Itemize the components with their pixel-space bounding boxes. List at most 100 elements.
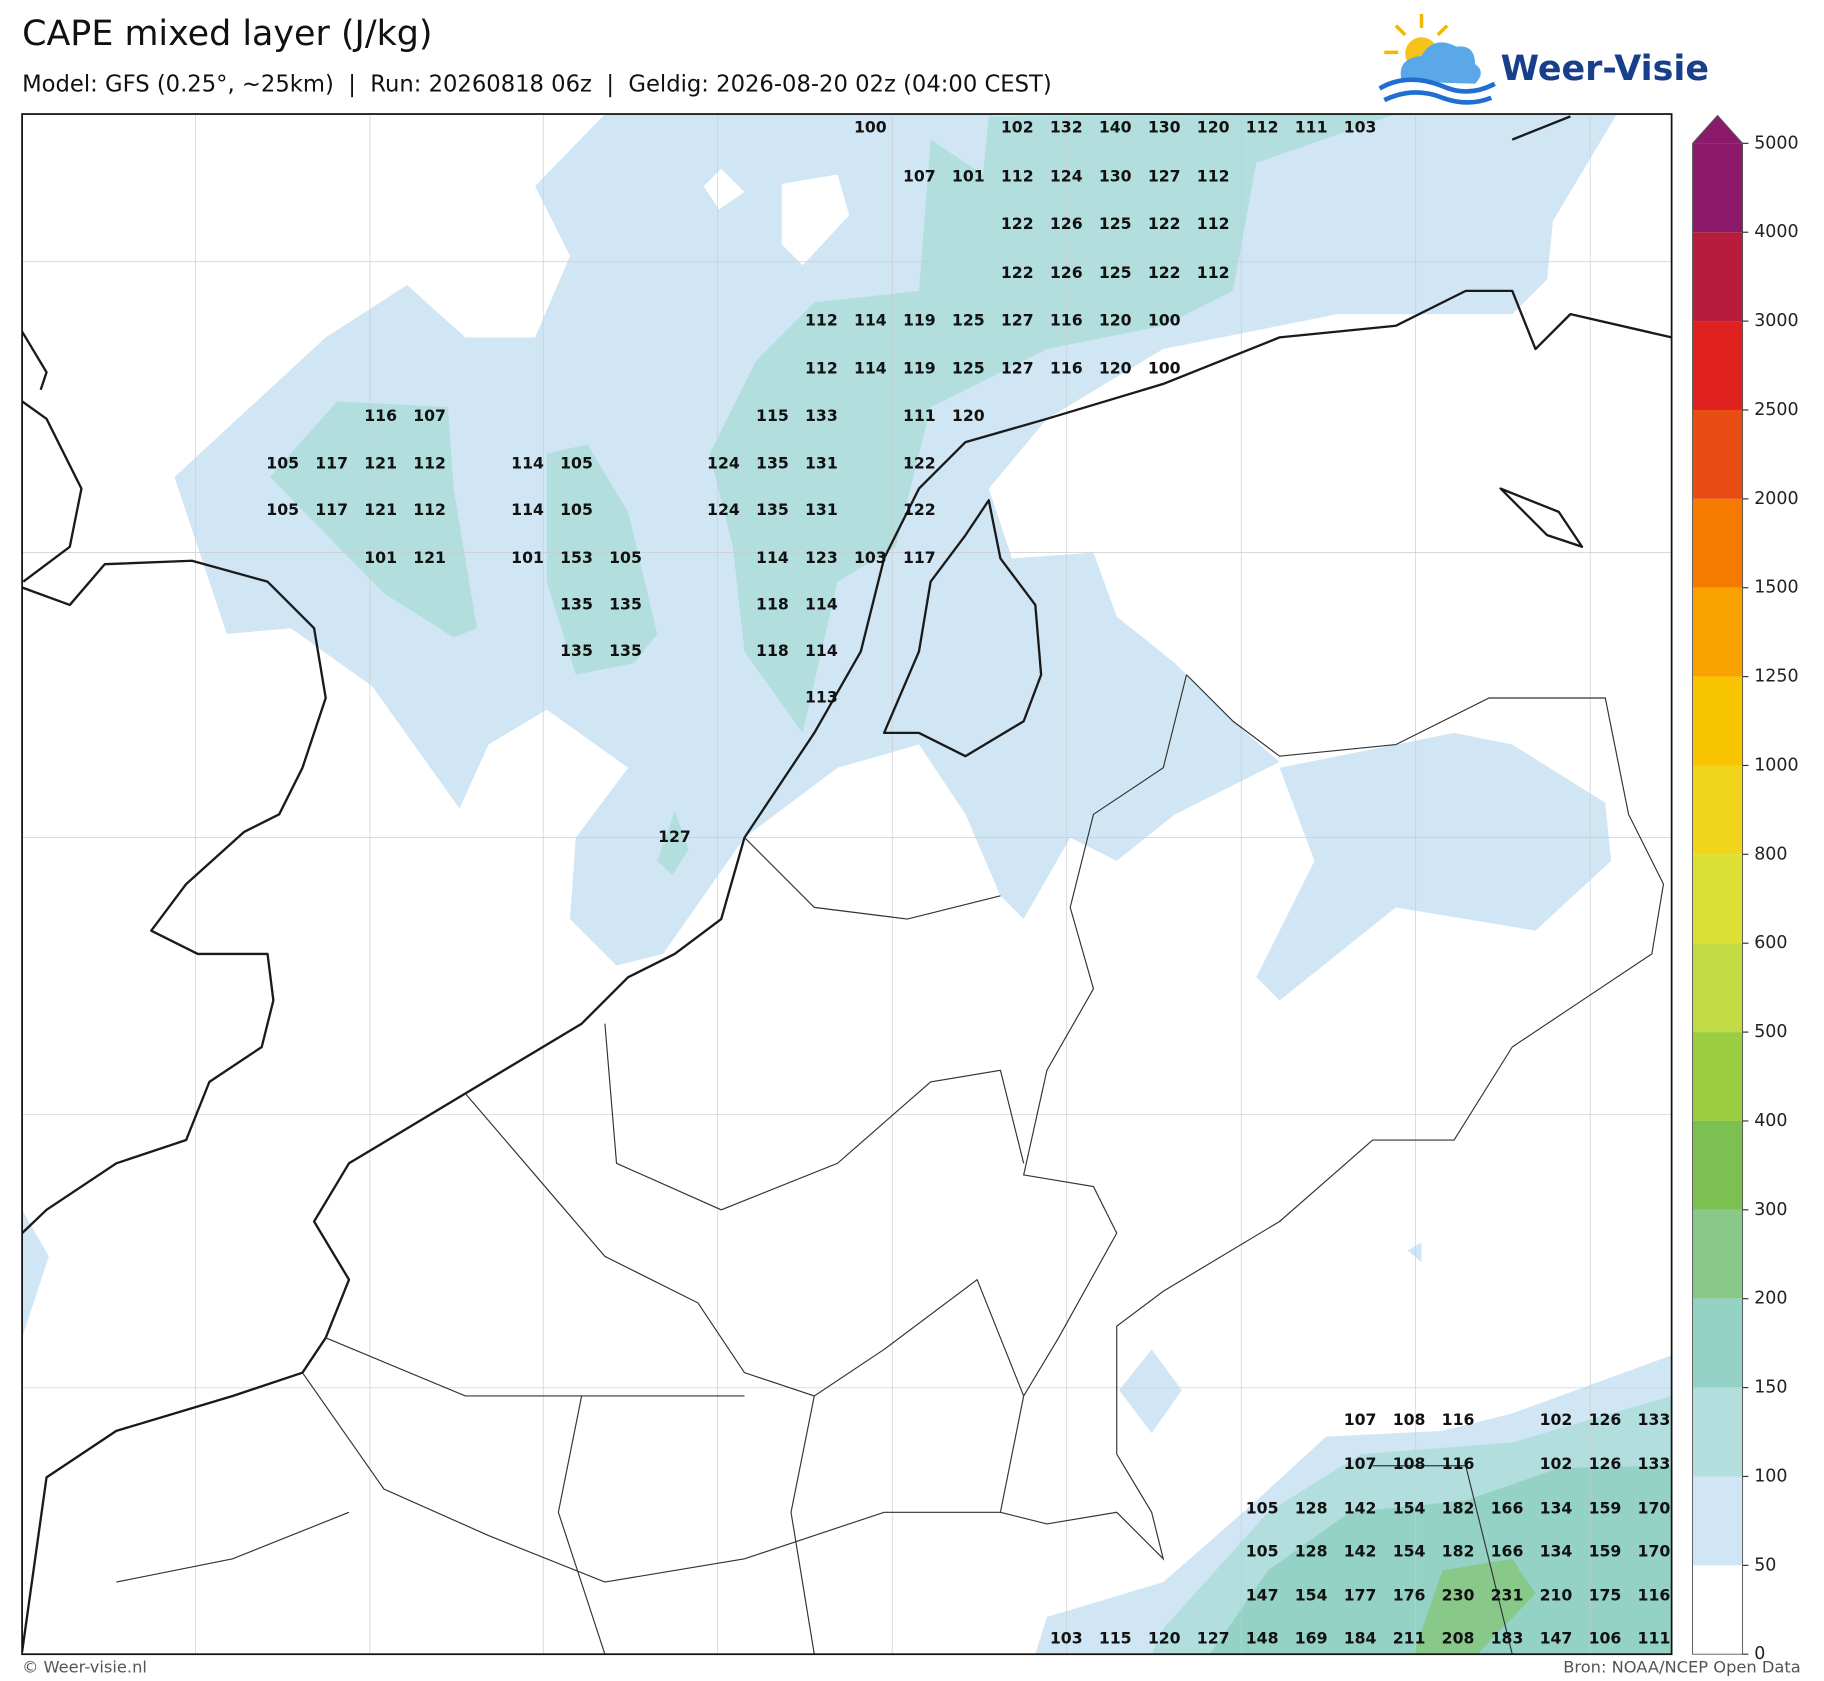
cape-label: 107 [413,406,446,425]
cape-label: 107 [903,166,936,185]
cape-label: 102 [1540,1454,1573,1473]
cape-label: 120 [1197,118,1230,137]
colorbar-tick-label: 1500 [1754,578,1798,598]
cape-label: 159 [1589,1541,1622,1560]
cape-label: 122 [903,500,936,519]
colorbar-tick-label: 800 [1754,844,1787,864]
cape-label: 120 [1099,358,1132,377]
cape-label: 154 [1295,1586,1328,1605]
cape-label: 210 [1540,1586,1573,1605]
cape-label: 124 [707,500,740,519]
cape-label: 124 [1050,166,1083,185]
cape-label: 105 [560,454,593,473]
cape-label: 120 [952,406,985,425]
cape-label: 107 [1344,1454,1377,1473]
cape-label: 177 [1344,1586,1377,1605]
cape-200 [1413,1558,1536,1655]
colorbar-tick-label: 50 [1754,1555,1776,1575]
cape-label: 121 [413,548,446,567]
cape-label: 119 [903,311,936,330]
cape-label: 130 [1148,118,1181,137]
colorbar-segment [1692,1209,1743,1299]
cape-label: 111 [1638,1629,1671,1648]
cape-label: 127 [1148,166,1181,185]
cape-label: 127 [1001,358,1034,377]
cape-label: 116 [364,406,397,425]
colorbar-tick-label: 4000 [1754,222,1798,242]
cape-label: 182 [1442,1498,1475,1517]
cape-label: 116 [1442,1454,1475,1473]
colorbar-segment [1692,143,1743,233]
cape-label: 105 [266,454,299,473]
subtitle: Model: GFS (0.25°, ~25km) | Run: 2026081… [22,71,1052,97]
cape-label: 121 [364,454,397,473]
cape-label: 112 [1246,118,1279,137]
cape-label: 134 [1540,1498,1573,1517]
cape-label: 116 [1638,1586,1671,1605]
graticule [22,114,1672,1655]
cape-label: 112 [1197,214,1230,233]
cape-label: 126 [1589,1454,1622,1473]
colorbar-tick-label: 1000 [1754,755,1798,775]
cape-label: 122 [903,454,936,473]
colorbar-tick-label: 3000 [1754,311,1798,331]
cape-label: 103 [1050,1629,1083,1648]
colorbar-segment [1692,1120,1743,1210]
cape-label: 105 [1246,1498,1279,1517]
cape-label: 126 [1050,214,1083,233]
cape-label: 114 [854,358,887,377]
cape-label: 112 [413,454,446,473]
cape-label: 147 [1540,1629,1573,1648]
cape-label: 114 [511,500,544,519]
cape-label: 125 [1099,214,1132,233]
cape-label: 112 [805,311,838,330]
colorbar-segment [1692,232,1743,322]
cape-label: 100 [1148,311,1181,330]
cape-label: 100 [1148,358,1181,377]
colorbar-segment [1692,587,1743,677]
colorbar-segment [1692,943,1743,1033]
cape-label: 101 [511,548,544,567]
colorbar-segment [1692,321,1743,410]
cape-label: 114 [854,311,887,330]
cape-100 [269,114,1672,1655]
cape-label: 114 [756,548,789,567]
cape-label: 116 [1442,1410,1475,1429]
cape-label: 119 [903,358,936,377]
cape-label: 108 [1393,1454,1426,1473]
cape-label: 100 [854,118,887,137]
cape-label: 142 [1344,1541,1377,1560]
cape-label: 211 [1393,1629,1426,1648]
cape-label: 107 [1344,1410,1377,1429]
cape-label: 135 [756,500,789,519]
cape-label: 101 [364,548,397,567]
cape-label: 112 [805,358,838,377]
colorbar-tick-label: 400 [1754,1111,1787,1131]
cape-label: 116 [1050,311,1083,330]
cape-label: 122 [1001,214,1034,233]
cape-label: 103 [854,548,887,567]
cape-label: 103 [1344,118,1377,137]
cape-label: 114 [805,641,838,660]
cape-label: 140 [1099,118,1132,137]
cape-label: 166 [1491,1541,1524,1560]
cape-label: 120 [1099,311,1132,330]
cape-label: 105 [609,548,642,567]
cape-label: 117 [315,500,348,519]
cape-label: 154 [1393,1541,1426,1560]
cape-label: 126 [1050,263,1083,282]
cape-label: 125 [952,358,985,377]
cape-label: 106 [1589,1629,1622,1648]
logo: Weer-Visie [1378,13,1709,105]
colorbar-segment [1692,1032,1743,1121]
footer-right: Bron: NOAA/NCEP Open Data [1563,1658,1801,1677]
cape-label: 135 [756,454,789,473]
colorbar-tick-label: 600 [1754,933,1787,953]
colorbar-tick-label: 0 [1754,1644,1765,1664]
cape-label: 112 [1197,263,1230,282]
cape-label: 131 [805,500,838,519]
colorbar-tick-label: 150 [1754,1378,1787,1398]
cape-label: 118 [756,594,789,613]
colorbar-tick-label: 300 [1754,1200,1787,1220]
cape-label: 231 [1491,1586,1524,1605]
